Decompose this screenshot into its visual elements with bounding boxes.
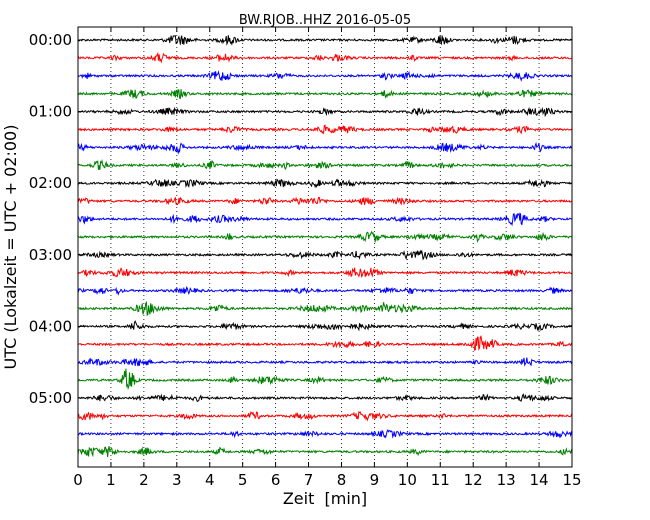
y-axis-ticks: 00:00 01:00 02:00 03:00 04:00 05:00	[29, 31, 572, 407]
x-tick-label: 1	[106, 471, 116, 489]
y-axis-label: UTC (Lokalzeit = UTC + 02:00)	[1, 125, 20, 370]
chart-title: BW.RJOB..HHZ 2016-05-05	[239, 13, 411, 28]
x-tick-label: 10	[398, 471, 417, 489]
plot-frame	[77, 26, 573, 468]
x-tick-label: 2	[139, 471, 149, 489]
trace-0300	[77, 249, 573, 261]
trace-0100	[77, 106, 573, 118]
trace-0145	[77, 159, 573, 171]
y-tick-label: 01:00	[29, 103, 72, 121]
trace-0130	[77, 141, 573, 155]
trace-0400	[77, 320, 573, 332]
trace-0415	[77, 335, 573, 351]
y-tick-label: 03:00	[29, 246, 72, 264]
trace-0515	[77, 411, 573, 422]
x-tick-label: 4	[205, 471, 215, 489]
trace-0545	[77, 445, 573, 458]
x-tick-label: 12	[464, 471, 483, 489]
trace-0430	[77, 357, 573, 367]
x-tick-label: 11	[431, 471, 450, 489]
trace-0315	[77, 267, 573, 278]
trace-0230	[77, 212, 573, 227]
trace-0030	[77, 70, 573, 82]
trace-0530	[77, 428, 573, 439]
trace-0215	[77, 196, 573, 206]
trace-0015	[77, 51, 573, 64]
trace-0445	[77, 368, 573, 391]
y-tick-label: 04:00	[29, 317, 72, 335]
trace-0500	[77, 393, 573, 403]
grid-lines	[110, 27, 540, 467]
trace-0200	[77, 178, 573, 189]
x-tick-label: 5	[238, 471, 248, 489]
x-tick-label: 7	[304, 471, 314, 489]
y-tick-label: 05:00	[29, 389, 72, 407]
trace-0045	[77, 88, 573, 100]
x-tick-label: 13	[497, 471, 516, 489]
y-tick-label: 00:00	[29, 31, 72, 49]
trace-0330	[77, 285, 573, 296]
x-axis-ticks: 0 1 2 3 4 5 6 7 8 9 10 11 12 13 14 15	[73, 27, 582, 489]
x-tick-label: 15	[562, 471, 581, 489]
traces	[77, 35, 573, 458]
x-tick-label: 9	[370, 471, 380, 489]
x-tick-label: 6	[271, 471, 281, 489]
x-tick-label: 14	[530, 471, 549, 489]
trace-0115	[77, 124, 573, 135]
x-tick-label: 8	[337, 471, 347, 489]
trace-0000	[77, 35, 573, 46]
x-tick-label: 3	[172, 471, 182, 489]
y-tick-label: 02:00	[29, 174, 72, 192]
trace-0245	[77, 230, 573, 243]
x-axis-label: Zeit [min]	[283, 489, 367, 508]
trace-0345	[77, 300, 573, 317]
x-tick-label: 0	[73, 471, 83, 489]
